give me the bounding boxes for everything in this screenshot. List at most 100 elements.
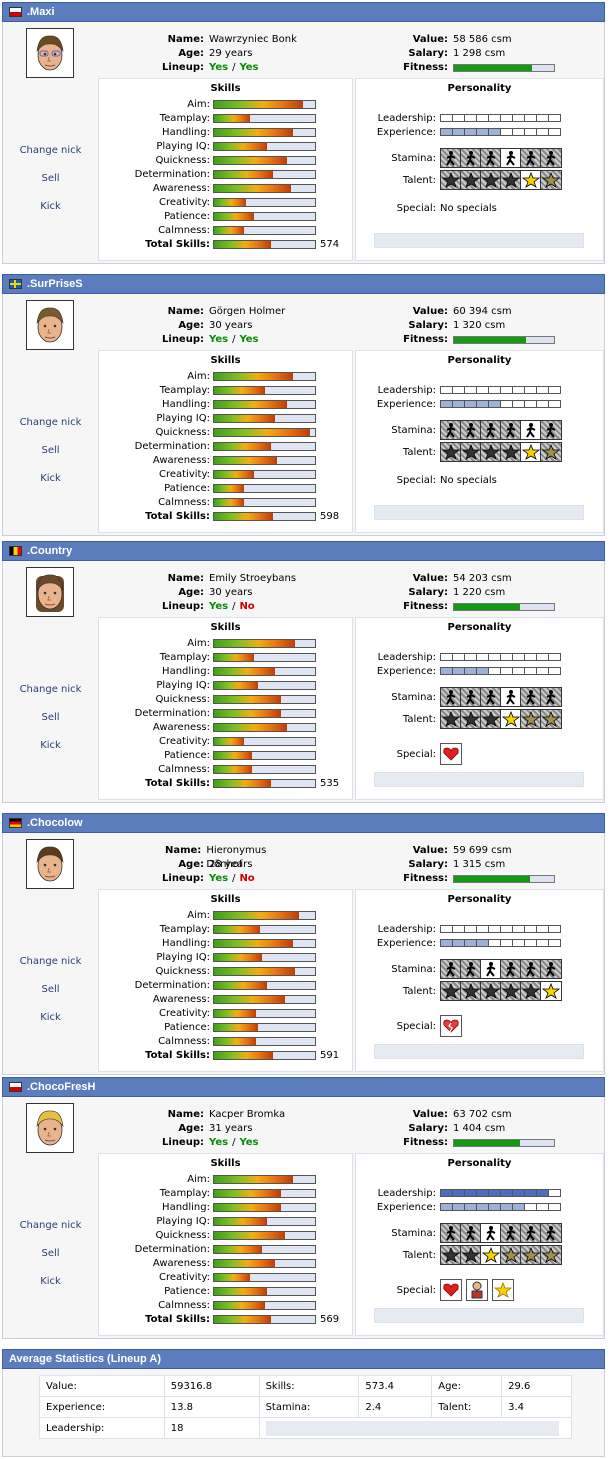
player-salary: 1 298 csm [453,48,506,59]
stamina-rating [440,959,562,979]
leadership-label: Leadership: [377,112,436,124]
player-nick[interactable]: .ChocoFresH [27,1081,96,1093]
lineup-a-toggle[interactable]: Yes [209,873,229,884]
skill-bar [213,652,316,662]
skill-label: Patience: [164,482,210,494]
skills-title: Skills [210,355,241,366]
lineup-b-toggle[interactable]: Yes [239,62,259,73]
sell-link[interactable]: Sell [41,712,60,723]
skill-bar [213,441,316,451]
player-nick[interactable]: .Country [27,545,73,557]
skills-title: Skills [210,83,241,94]
stamina-icon [461,960,481,978]
player-value: 58 586 csm [453,34,512,45]
lineup-a-toggle[interactable]: Yes [209,62,229,73]
skill-label: Quickness: [155,1229,210,1241]
lineup-a-toggle[interactable]: Yes [209,601,229,612]
star-icon [481,443,501,461]
star-icon [521,710,541,728]
personality-footer-bar [374,772,584,787]
sell-link[interactable]: Sell [41,984,60,995]
stamina-icon [441,960,461,978]
stamina-label: Stamina: [391,1227,436,1239]
skill-row: Creativity: [99,1270,352,1284]
skill-label: Playing IQ: [156,951,210,963]
skill-bar [213,1216,316,1226]
skill-label: Aim: [187,98,210,110]
skill-row: Total Skills: 574 [99,237,352,251]
change-nick-link[interactable]: Change nick [19,145,82,156]
star-icon [461,710,481,728]
skill-label: Calmness: [158,763,210,775]
fitness-label: Fitness: [403,601,448,612]
skill-row: Total Skills: 535 [99,776,352,790]
lineup-b-toggle[interactable]: Yes [239,334,259,345]
value-label: Value: [412,34,448,45]
kick-link[interactable]: Kick [40,473,61,484]
player-age: 31 years [209,1123,253,1134]
lineup-b-toggle[interactable]: No [239,873,255,884]
player-name: Görgen Holmer [209,306,286,317]
stamina-label: Stamina: [391,424,436,436]
lineup-a-toggle[interactable]: Yes [209,1137,229,1148]
kick-link[interactable]: Kick [40,1012,61,1023]
talent-rating [440,709,562,729]
change-nick-link[interactable]: Change nick [19,417,82,428]
name-label: Name: [167,306,204,317]
skill-row: Awareness: [99,720,352,734]
skill-row: Awareness: [99,1256,352,1270]
skill-row: Aim: [99,908,352,922]
star-icon [521,171,541,189]
player-nick[interactable]: .Chocolow [27,817,83,829]
total-skills-value: 569 [320,1313,340,1325]
special-text: No specials [440,474,497,486]
skill-bar [213,455,316,465]
special-label: Special: [396,474,436,486]
stat-value: 2.4 [358,1396,433,1418]
skill-label: Playing IQ: [156,1215,210,1227]
player-value: 63 702 csm [453,1109,512,1120]
lineup-a-toggle[interactable]: Yes [209,334,229,345]
change-nick-link[interactable]: Change nick [19,684,82,695]
kick-link[interactable]: Kick [40,740,61,751]
stat-value: 13.8 [163,1396,260,1418]
fitness-label: Fitness: [403,334,448,345]
stamina-icon [501,688,521,706]
stamina-icon [501,149,521,167]
kick-link[interactable]: Kick [40,1276,61,1287]
star-icon [501,982,521,1000]
player-nick[interactable]: .SurPriseS [27,278,83,290]
lineup-b-toggle[interactable]: Yes [239,1137,259,1148]
lineup-b-toggle[interactable]: No [239,601,255,612]
flag-icon [9,1082,22,1092]
age-label: Age: [178,320,204,331]
skills-title: Skills [210,1158,241,1169]
skill-row: Calmness: [99,1034,352,1048]
experience-label: Experience: [376,665,436,677]
sell-link[interactable]: Sell [41,1248,60,1259]
star-icon [492,1279,514,1301]
skill-bar [213,924,316,934]
player-card: .SurPriseS Name: Görgen Holmer Age: 30 yea… [2,274,605,536]
stat-value: 573.4 [358,1375,433,1397]
skill-row: Determination: [99,978,352,992]
flag-icon [9,546,22,556]
skill-row: Handling: [99,936,352,950]
change-nick-link[interactable]: Change nick [19,1220,82,1231]
sell-link[interactable]: Sell [41,173,60,184]
skill-row: Awareness: [99,181,352,195]
sell-link[interactable]: Sell [41,445,60,456]
skill-bar [213,239,316,249]
change-nick-link[interactable]: Change nick [19,956,82,967]
total-skills-value: 535 [320,777,340,789]
player-actions: Change nick Sell Kick [3,955,98,1039]
star-icon [481,1246,501,1264]
skill-bar [213,1286,316,1296]
player-age: 28 years [209,859,253,870]
skill-row: Patience: [99,748,352,762]
skill-bar [213,155,316,165]
skill-label: Total Skills: [145,238,210,250]
skill-row: Teamplay: [99,383,352,397]
kick-link[interactable]: Kick [40,201,61,212]
player-nick[interactable]: .Maxi [27,6,55,18]
